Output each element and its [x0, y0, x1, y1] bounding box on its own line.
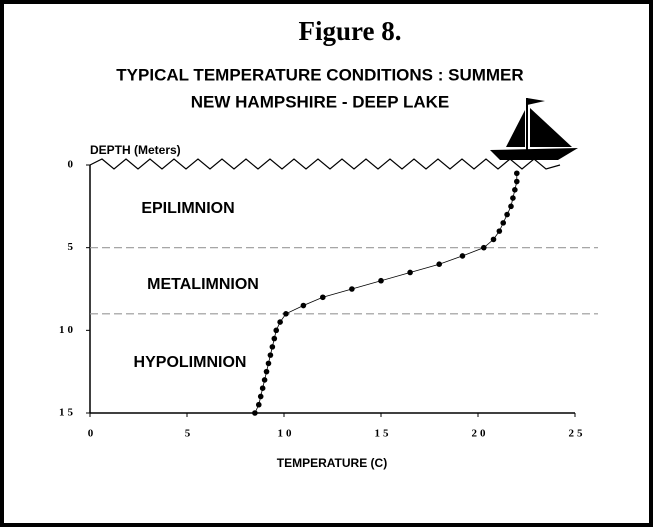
data-point	[277, 319, 283, 325]
data-point	[283, 311, 289, 317]
data-point	[514, 178, 520, 185]
chart-title: Figure 8.	[299, 16, 402, 46]
x-tick-label: 0	[88, 428, 97, 440]
x-tick-label: 15	[375, 428, 392, 440]
data-point	[512, 187, 518, 193]
y-tick-label: 10	[59, 324, 76, 336]
water-surface	[89, 158, 561, 170]
x-tick-label: 10	[278, 428, 295, 440]
subtitle: TYPICAL TEMPERATURE CONDITIONS : SUMMER	[116, 65, 523, 84]
x-tick-label: 20	[472, 428, 489, 440]
data-point	[378, 277, 384, 284]
data-point	[265, 360, 272, 367]
data-point	[273, 327, 280, 334]
data-point	[267, 352, 274, 358]
data-point	[259, 385, 266, 392]
x-axis-label: TEMPERATURE (C)	[277, 456, 387, 470]
data-point	[481, 244, 487, 251]
data-point	[271, 335, 278, 342]
annotation: EPILIMNION	[141, 200, 234, 217]
annotation: METALIMNION	[147, 276, 259, 293]
x-tick-label: 5	[185, 428, 194, 440]
data-point	[349, 286, 355, 292]
sailboat	[490, 98, 578, 160]
data-point	[320, 294, 326, 301]
data-point	[508, 203, 514, 210]
x-tick-label: 25	[569, 428, 586, 440]
data-point	[510, 195, 516, 201]
data-point	[436, 261, 443, 268]
data-point	[300, 302, 307, 309]
data-point	[496, 228, 503, 234]
profile-line	[254, 173, 518, 414]
data-point	[257, 393, 264, 400]
data-point	[500, 220, 507, 226]
data-point	[261, 377, 268, 383]
data-point	[255, 401, 262, 408]
data-point	[263, 368, 270, 375]
y-axis-label: DEPTH (Meters)	[90, 143, 181, 157]
data-point	[252, 410, 258, 416]
annotation: HYPOLIMNION	[134, 354, 247, 371]
y-tick-label: 5	[68, 241, 77, 253]
subtitle: NEW HAMPSHIRE - DEEP LAKE	[191, 92, 450, 111]
data-point	[504, 211, 510, 218]
y-tick-label: 15	[59, 407, 76, 419]
data-point	[459, 253, 466, 259]
data-point	[269, 344, 276, 350]
data-point	[407, 269, 413, 276]
data-point	[490, 236, 497, 243]
data-point	[514, 170, 520, 177]
y-tick-label: 0	[68, 159, 77, 171]
